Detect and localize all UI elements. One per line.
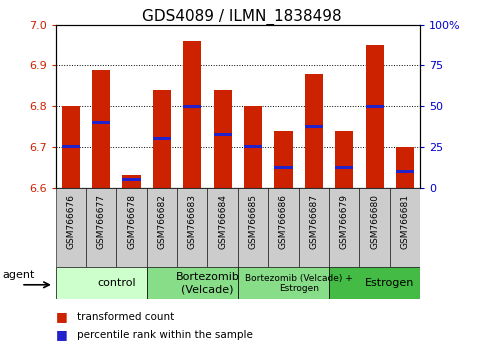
Text: ■: ■ [56, 328, 67, 341]
Bar [244, 145, 262, 148]
Bar [396, 147, 414, 188]
Bar [62, 106, 80, 188]
Bar [396, 170, 414, 173]
Text: GSM766687: GSM766687 [309, 194, 318, 249]
Bar [153, 137, 171, 140]
Bar [153, 90, 171, 188]
Bar [116, 188, 147, 267]
Bar [122, 178, 141, 181]
Bar [208, 188, 238, 267]
Bar [147, 267, 238, 299]
Bar [177, 188, 208, 267]
Text: percentile rank within the sample: percentile rank within the sample [77, 330, 253, 339]
Bar [366, 45, 384, 188]
Bar [335, 166, 354, 169]
Bar [213, 90, 232, 188]
Bar [305, 74, 323, 188]
Text: GSM766680: GSM766680 [370, 194, 379, 249]
Bar [86, 188, 116, 267]
Bar [335, 131, 354, 188]
Text: GSM766686: GSM766686 [279, 194, 288, 249]
Bar [122, 175, 141, 188]
Text: Bortezomib (Velcade) +
Estrogen: Bortezomib (Velcade) + Estrogen [245, 274, 353, 293]
Text: GSM766678: GSM766678 [127, 194, 136, 249]
Bar [359, 188, 390, 267]
Bar [274, 166, 293, 169]
Text: GSM766684: GSM766684 [218, 194, 227, 249]
Text: GSM766681: GSM766681 [400, 194, 410, 249]
Text: transformed count: transformed count [77, 312, 174, 322]
Bar [244, 106, 262, 188]
Bar [366, 105, 384, 108]
Text: agent: agent [3, 270, 35, 280]
Bar [213, 133, 232, 136]
Bar [56, 188, 86, 267]
Text: GSM766682: GSM766682 [157, 194, 167, 249]
Text: GSM766677: GSM766677 [97, 194, 106, 249]
Text: ■: ■ [56, 310, 67, 323]
Bar [329, 267, 420, 299]
Bar [56, 267, 147, 299]
Bar [329, 188, 359, 267]
Bar [274, 131, 293, 188]
Bar [305, 125, 323, 128]
Bar [183, 105, 201, 108]
Bar [390, 188, 420, 267]
Bar [183, 41, 201, 188]
Text: Estrogen: Estrogen [365, 278, 414, 288]
Text: GDS4089 / ILMN_1838498: GDS4089 / ILMN_1838498 [142, 9, 341, 25]
Bar [92, 69, 110, 188]
Bar [92, 121, 110, 124]
Bar [238, 267, 329, 299]
Text: GSM766679: GSM766679 [340, 194, 349, 249]
Text: GSM766683: GSM766683 [188, 194, 197, 249]
Bar [62, 145, 80, 148]
Bar [147, 188, 177, 267]
Text: control: control [97, 278, 136, 288]
Bar [298, 188, 329, 267]
Bar [268, 188, 298, 267]
Text: Bortezomib
(Velcade): Bortezomib (Velcade) [175, 272, 240, 294]
Bar [238, 188, 268, 267]
Text: GSM766676: GSM766676 [66, 194, 75, 249]
Text: GSM766685: GSM766685 [249, 194, 257, 249]
